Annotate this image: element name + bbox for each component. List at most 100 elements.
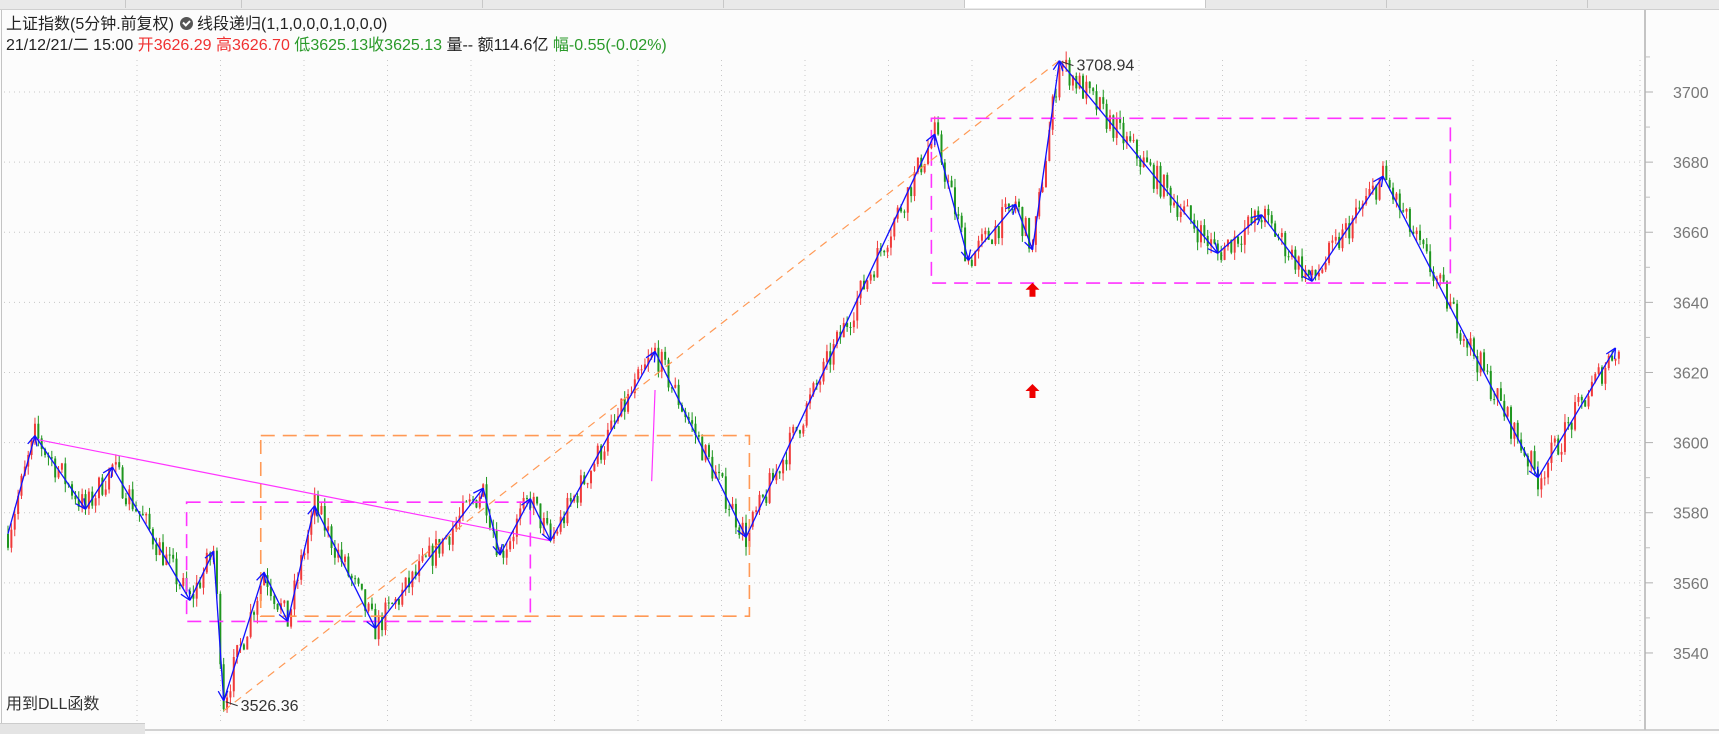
candle: [1203, 225, 1205, 236]
y-tick-label: 3580: [1673, 506, 1709, 523]
candle: [1331, 241, 1333, 243]
candle: [661, 352, 663, 372]
candle: [1372, 186, 1374, 189]
candle: [887, 248, 889, 253]
candle: [1459, 333, 1461, 341]
open-value: 3626.29: [154, 37, 212, 54]
candle: [587, 483, 589, 484]
candle: [273, 596, 275, 604]
candle: [981, 234, 983, 240]
candle: [1129, 136, 1131, 141]
candle: [229, 691, 231, 697]
candle: [826, 351, 828, 362]
candle: [1173, 203, 1175, 206]
candle: [1571, 423, 1573, 430]
candle: [354, 578, 356, 579]
candle: [1385, 166, 1387, 180]
candle: [1483, 352, 1485, 370]
candle: [101, 478, 103, 495]
candle: [998, 226, 1000, 238]
zigzag-segment: [968, 204, 1015, 260]
horizontal-scrollbar[interactable]: [0, 723, 145, 734]
candle: [590, 471, 592, 483]
zigzag-arrowhead: [189, 589, 190, 600]
candle: [1561, 452, 1563, 455]
candle: [910, 187, 912, 196]
high-label: 高: [216, 37, 232, 54]
candle: [320, 506, 322, 514]
candle: [762, 495, 764, 497]
candle: [1618, 352, 1620, 359]
change-label: 幅: [553, 37, 569, 54]
candle: [1419, 231, 1421, 240]
candle: [422, 556, 424, 562]
candle: [785, 460, 787, 464]
candle: [465, 502, 467, 503]
candle: [10, 530, 12, 548]
candle: [1554, 439, 1556, 443]
candle: [1237, 237, 1239, 244]
candle: [1500, 388, 1502, 401]
close-value: 3625.13: [384, 37, 442, 54]
low-label: 低: [294, 37, 310, 54]
candle: [614, 421, 616, 422]
candle: [1446, 281, 1448, 308]
candle: [425, 556, 427, 557]
candle: [1261, 220, 1263, 222]
candle: [792, 427, 794, 433]
candle: [1089, 82, 1091, 88]
y-tick-label: 3620: [1673, 365, 1709, 382]
candle: [368, 604, 370, 611]
candle: [1598, 367, 1600, 374]
candle: [1463, 339, 1465, 341]
candle: [37, 424, 39, 439]
candle: [357, 578, 359, 583]
candle: [1544, 478, 1546, 479]
candle: [1335, 237, 1337, 241]
candle: [570, 498, 572, 501]
price-annotation: 3526.36: [241, 698, 299, 715]
candle: [603, 451, 605, 459]
zigzag-segment: [214, 551, 224, 700]
candle: [125, 498, 127, 504]
zigzag-segment: [8, 436, 35, 534]
candle: [502, 551, 504, 558]
candle: [1055, 96, 1057, 97]
candle: [1567, 422, 1569, 423]
candle: [779, 471, 781, 473]
zigzag-segment: [483, 488, 500, 555]
candle: [361, 584, 363, 590]
candle: [314, 495, 316, 516]
candle: [1325, 263, 1327, 269]
candle: [853, 321, 855, 328]
check-circle-icon[interactable]: [180, 17, 193, 30]
candle: [664, 352, 666, 360]
candle: [1611, 356, 1613, 361]
candle: [991, 240, 993, 244]
candle: [1058, 68, 1060, 98]
candle: [1614, 359, 1616, 361]
zigzag-segment: [1218, 215, 1262, 254]
candle: [54, 459, 56, 478]
candle: [506, 549, 508, 557]
candle: [1271, 215, 1273, 223]
candle: [536, 497, 538, 504]
candle: [172, 555, 174, 559]
candle: [789, 433, 791, 465]
zigzag-segment: [1059, 61, 1217, 254]
up-arrow-icon: [1025, 384, 1039, 398]
candle: [371, 604, 373, 609]
zigzag-segment: [112, 467, 190, 600]
candle: [850, 327, 852, 328]
up-arrow-icon: [1025, 283, 1039, 297]
candle: [1018, 202, 1020, 207]
candle: [883, 251, 885, 252]
zigzag-segment: [1262, 215, 1313, 282]
zigzag-segment: [935, 134, 969, 260]
candle: [984, 231, 986, 234]
candle: [1547, 463, 1549, 478]
candle: [418, 561, 420, 576]
candle: [469, 499, 471, 501]
dll-note: 用到DLL函数: [6, 690, 99, 714]
